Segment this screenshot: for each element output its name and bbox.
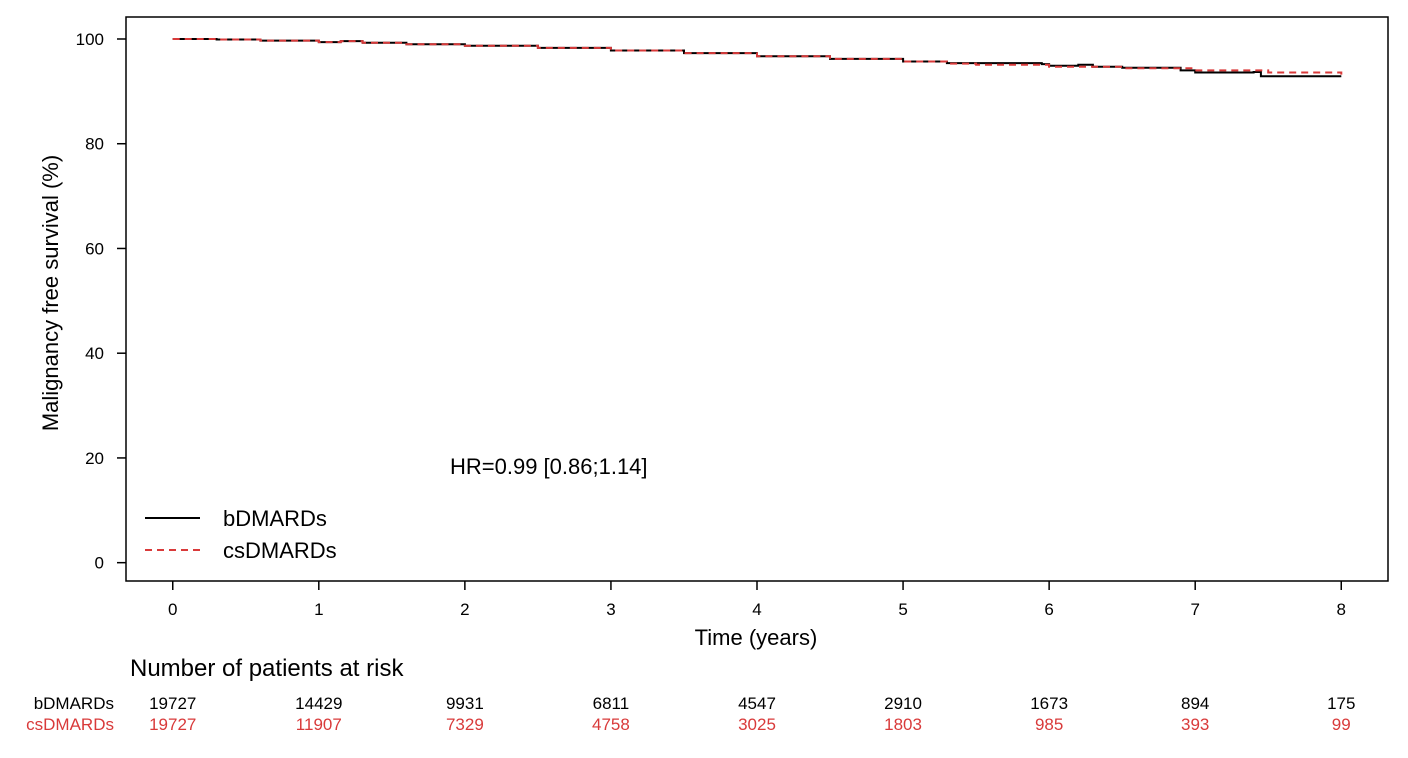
y-tick-label: 0: [95, 554, 104, 573]
risk-cell: 393: [1181, 715, 1209, 734]
risk-row-label-csdmards: csDMARDs: [26, 715, 114, 734]
plot-frame: [125, 16, 1389, 582]
risk-cell: 1673: [1030, 694, 1068, 713]
y-tick-label: 60: [85, 239, 104, 258]
risk-cell: 4547: [738, 694, 776, 713]
risk-cell: 11907: [296, 715, 342, 734]
y-tick-label: 40: [85, 344, 104, 363]
series-line-bdmards: [172, 38, 1342, 78]
risk-table-title: Number of patients at risk: [130, 655, 404, 682]
y-tick-label: 80: [85, 135, 104, 154]
hazard-ratio-annotation: HR=0.99 [0.86;1.14]: [450, 454, 648, 479]
risk-cell: 985: [1035, 715, 1063, 734]
risk-table: bDMARDs 19727 14429 9931 6811 4547 2910 1673 894…: [26, 694, 1355, 734]
series-line-csdmards: [172, 38, 1343, 75]
risk-cell: 19727: [149, 715, 196, 734]
x-tick-label: 8: [1337, 600, 1346, 619]
risk-cell: 9931: [446, 694, 484, 713]
risk-cell: 14429: [295, 694, 342, 713]
risk-row-label-bdmards: bDMARDs: [34, 694, 114, 713]
y-tick-label: 20: [85, 449, 104, 468]
legend-label-csdmards: csDMARDs: [223, 538, 337, 563]
risk-cell: 6811: [593, 694, 630, 713]
x-tick-label: 4: [752, 600, 761, 619]
risk-cell: 4758: [592, 715, 630, 734]
x-axis: 0 1 2 3 4 5 6 7 8: [168, 581, 1346, 619]
legend: bDMARDs csDMARDs: [145, 506, 337, 563]
risk-cell: 19727: [149, 694, 196, 713]
x-tick-label: 3: [606, 600, 615, 619]
x-tick-label: 1: [314, 600, 323, 619]
risk-cell: 894: [1181, 694, 1209, 713]
risk-cell: 3025: [738, 715, 776, 734]
x-tick-label: 7: [1190, 600, 1199, 619]
risk-cell: 99: [1332, 715, 1351, 734]
x-tick-label: 2: [460, 600, 469, 619]
y-axis-title: Malignancy free survival (%): [38, 155, 63, 431]
risk-cell: 2910: [884, 694, 922, 713]
y-tick-label: 100: [76, 30, 104, 49]
risk-cell: 1803: [884, 715, 922, 734]
legend-label-bdmards: bDMARDs: [223, 506, 327, 531]
series-layer: [172, 38, 1343, 78]
x-tick-label: 0: [168, 600, 177, 619]
risk-cell: 175: [1327, 694, 1355, 713]
x-tick-label: 6: [1044, 600, 1053, 619]
x-tick-label: 5: [898, 600, 907, 619]
x-axis-title: Time (years): [695, 625, 818, 650]
risk-cell: 7329: [446, 715, 484, 734]
y-axis: 0 20 40 60 80 100: [76, 30, 126, 573]
